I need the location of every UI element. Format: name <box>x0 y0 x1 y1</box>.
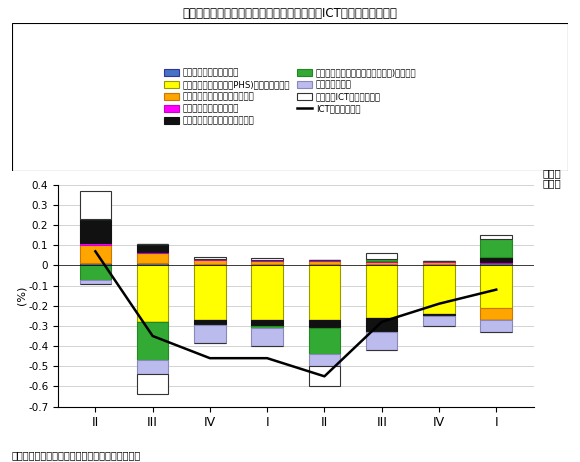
Bar <box>480 235 512 239</box>
Text: 家計消費支出（家計消費状況調査）に占めるICT関連消費の寄与度: 家計消費支出（家計消費状況調査）に占めるICT関連消費の寄与度 <box>183 7 397 20</box>
Bar <box>423 316 455 326</box>
Bar <box>366 318 397 332</box>
Bar <box>137 252 168 253</box>
Bar <box>480 320 512 332</box>
Bar <box>137 263 168 266</box>
Bar <box>79 245 111 263</box>
Bar <box>137 266 168 322</box>
Bar <box>480 257 512 262</box>
Bar <box>309 261 340 264</box>
Bar <box>251 326 283 328</box>
Text: （期）: （期） <box>542 168 561 178</box>
Bar <box>480 239 512 257</box>
Bar <box>309 366 340 386</box>
Bar <box>480 262 512 263</box>
Text: （年）: （年） <box>542 178 561 188</box>
Bar <box>194 261 226 264</box>
FancyBboxPatch shape <box>12 23 568 171</box>
Bar <box>251 258 283 261</box>
Bar <box>309 264 340 266</box>
Bar <box>194 257 226 259</box>
Bar <box>79 191 111 219</box>
Bar <box>79 243 111 245</box>
Bar <box>366 262 397 264</box>
Bar <box>480 263 512 266</box>
Bar <box>137 374 168 395</box>
Bar <box>79 266 111 280</box>
Bar <box>480 308 512 320</box>
Bar <box>79 263 111 266</box>
Bar <box>309 354 340 366</box>
Bar <box>79 280 111 284</box>
Bar <box>423 264 455 266</box>
Bar <box>366 259 397 261</box>
Bar <box>366 266 397 318</box>
Bar <box>423 266 455 314</box>
Bar <box>366 253 397 259</box>
Bar <box>309 328 340 354</box>
Bar <box>137 253 168 263</box>
Bar <box>194 325 226 343</box>
Bar <box>423 261 455 262</box>
Bar <box>366 261 397 262</box>
Bar <box>309 266 340 320</box>
Bar <box>423 314 455 316</box>
Bar <box>137 244 168 252</box>
Y-axis label: (%): (%) <box>17 286 27 305</box>
Bar <box>251 320 283 326</box>
Bar <box>480 266 512 308</box>
Text: （出所）総務省「家計消費状況調査」より作成。: （出所）総務省「家計消費状況調査」より作成。 <box>12 450 141 460</box>
Bar <box>251 328 283 346</box>
Bar <box>366 264 397 266</box>
Bar <box>423 262 455 264</box>
Bar <box>137 322 168 360</box>
Bar <box>251 261 283 264</box>
Bar <box>251 266 283 320</box>
Bar <box>309 320 340 328</box>
Bar <box>194 264 226 266</box>
Bar <box>194 320 226 325</box>
Bar <box>366 332 397 350</box>
Bar <box>194 259 226 261</box>
Bar <box>79 219 111 243</box>
Bar <box>137 360 168 374</box>
Bar <box>194 266 226 320</box>
Bar <box>251 264 283 266</box>
Legend: 固定電話使用料・寄与度, 移動電話（携帯電話・PHS)使用料・寄与度, インターネット接続料・寄与度, 民間放送受信料・寄与度, 移動電話他の通信機器・寄与度,: 固定電話使用料・寄与度, 移動電話（携帯電話・PHS)使用料・寄与度, インター… <box>161 66 419 128</box>
